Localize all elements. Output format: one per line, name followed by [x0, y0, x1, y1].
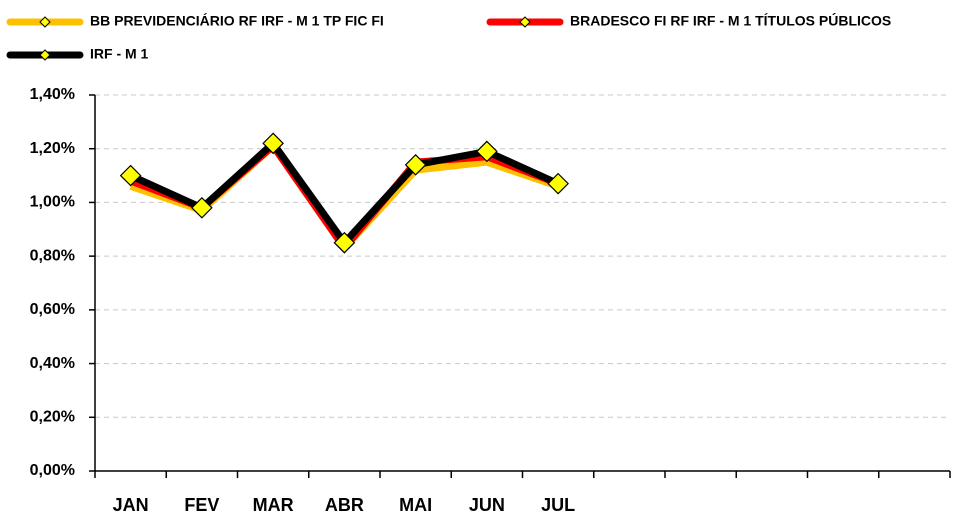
y-tick-label: 0,00% — [30, 462, 75, 479]
x-tick-label: MAI — [399, 495, 432, 515]
data-marker — [333, 231, 356, 254]
y-tick-label: 1,40% — [30, 86, 75, 103]
x-tick-label: ABR — [325, 495, 364, 515]
data-marker — [476, 140, 498, 163]
x-tick-label: FEV — [184, 495, 219, 515]
x-tick-label: JUN — [469, 495, 505, 515]
y-tick-label: 1,20% — [30, 140, 75, 157]
legend-marker — [39, 49, 51, 61]
y-tick-label: 0,60% — [30, 301, 75, 318]
legend-marker — [39, 16, 51, 28]
legend-marker — [519, 16, 531, 28]
legend-label: BRADESCO FI RF IRF - M 1 TÍTULOS PÚBLICO… — [570, 12, 891, 29]
y-tick-label: 0,20% — [30, 409, 75, 426]
series-line — [129, 139, 560, 247]
x-tick-label: JUL — [541, 495, 575, 515]
y-tick-label: 1,00% — [30, 194, 75, 211]
y-tick-label: 0,80% — [30, 247, 75, 264]
data-marker — [547, 172, 569, 195]
data-marker — [404, 153, 427, 176]
legend-label: BB PREVIDENCIÁRIO RF IRF - M 1 TP FIC FI — [90, 13, 384, 29]
x-tick-label: MAR — [253, 495, 294, 515]
y-tick-label: 0,40% — [30, 355, 75, 372]
x-tick-label: JAN — [113, 495, 149, 515]
data-marker — [191, 196, 213, 219]
data-marker — [119, 164, 142, 187]
legend-label: IRF - M 1 — [90, 46, 149, 62]
data-marker — [262, 132, 284, 155]
